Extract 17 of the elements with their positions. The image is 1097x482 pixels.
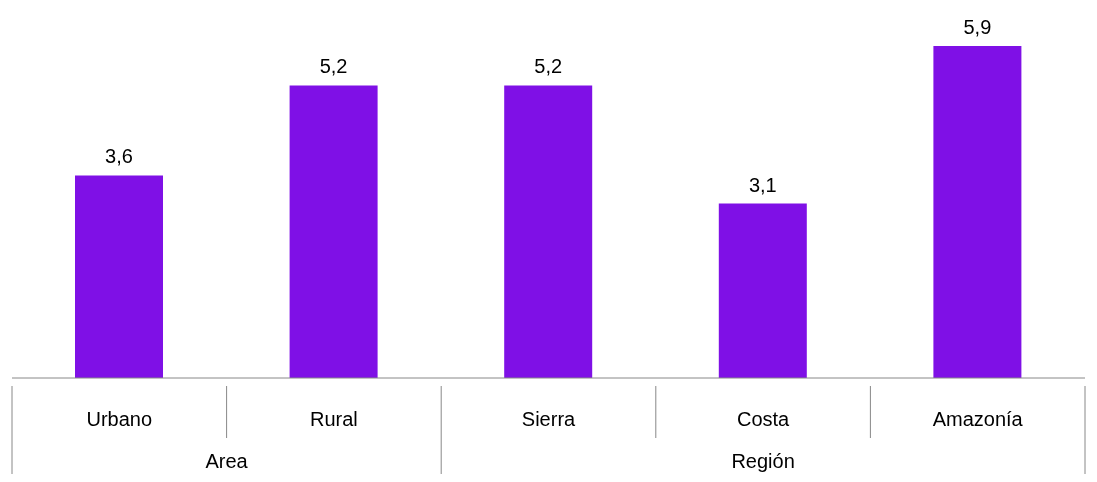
x-tick-label: Sierra	[521, 408, 577, 430]
bar	[75, 175, 163, 378]
x-tick-label: Rural	[310, 408, 358, 430]
bar	[289, 85, 378, 378]
bar	[718, 203, 807, 378]
x-tick-label: Urbano	[86, 408, 153, 430]
data-label: 3,6	[105, 145, 133, 168]
text: Región	[731, 450, 795, 472]
text: Area	[205, 450, 249, 472]
x-tick-label: Amazonía	[932, 408, 1024, 430]
data-label: 3,1	[748, 173, 777, 196]
data-label: 5,2	[534, 55, 563, 78]
x-tick-label: Costa	[736, 408, 791, 430]
data-label: 5,2	[319, 55, 348, 78]
data-label: 5,9	[963, 16, 992, 38]
bar	[504, 85, 593, 378]
bar	[933, 46, 1022, 378]
